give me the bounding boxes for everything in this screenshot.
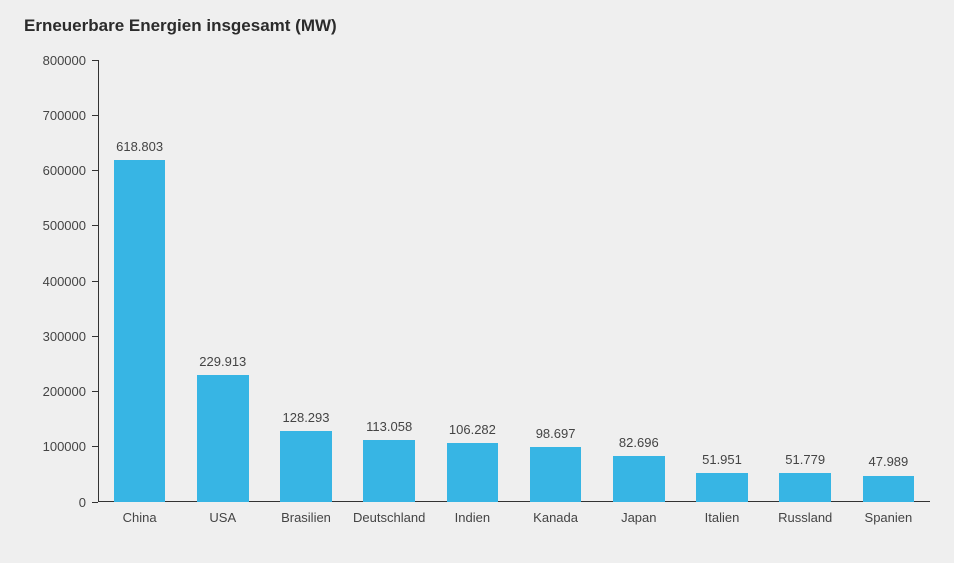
plot-area: 0100000200000300000400000500000600000700… bbox=[98, 60, 930, 502]
chart-title: Erneuerbare Energien insgesamt (MW) bbox=[24, 16, 337, 36]
bar bbox=[613, 456, 665, 502]
bar bbox=[696, 473, 748, 502]
chart-canvas: Erneuerbare Energien insgesamt (MW) 0100… bbox=[0, 0, 954, 563]
y-tick-label: 800000 bbox=[16, 53, 86, 68]
y-tick bbox=[92, 446, 98, 447]
y-tick bbox=[92, 115, 98, 116]
y-tick-label: 600000 bbox=[16, 163, 86, 178]
y-tick-label: 200000 bbox=[16, 384, 86, 399]
y-tick-label: 700000 bbox=[16, 108, 86, 123]
y-tick bbox=[92, 170, 98, 171]
bar bbox=[197, 375, 249, 502]
bar-value-label: 618.803 bbox=[90, 139, 190, 154]
y-axis bbox=[98, 60, 99, 502]
y-tick-label: 100000 bbox=[16, 439, 86, 454]
bar bbox=[114, 160, 166, 502]
bar bbox=[447, 443, 499, 502]
bar-value-label: 229.913 bbox=[173, 354, 273, 369]
bar bbox=[280, 431, 332, 502]
bar-value-label: 82.696 bbox=[589, 435, 689, 450]
bar bbox=[779, 473, 831, 502]
y-tick-label: 300000 bbox=[16, 329, 86, 344]
bar-value-label: 47.989 bbox=[838, 454, 938, 469]
bar bbox=[530, 447, 582, 502]
bar bbox=[363, 440, 415, 502]
y-tick-label: 500000 bbox=[16, 218, 86, 233]
y-tick bbox=[92, 60, 98, 61]
y-tick-label: 0 bbox=[16, 495, 86, 510]
y-tick bbox=[92, 225, 98, 226]
y-tick-label: 400000 bbox=[16, 274, 86, 289]
y-tick bbox=[92, 336, 98, 337]
bar bbox=[863, 476, 915, 503]
y-tick bbox=[92, 281, 98, 282]
x-tick-label: Spanien bbox=[828, 510, 948, 525]
y-tick bbox=[92, 502, 98, 503]
y-tick bbox=[92, 391, 98, 392]
